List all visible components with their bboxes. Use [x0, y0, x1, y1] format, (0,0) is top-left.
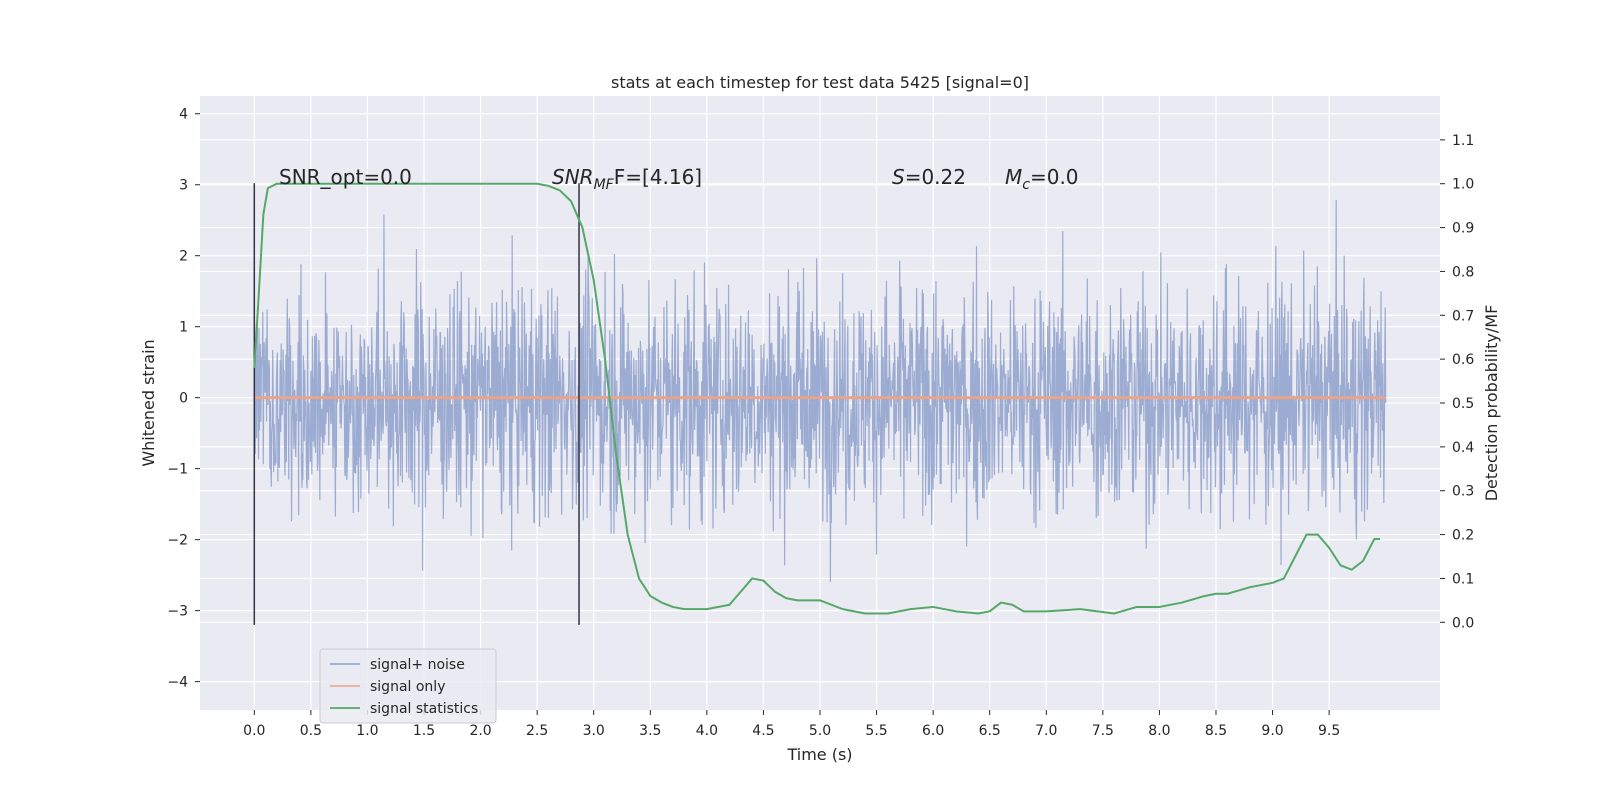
series-signal-noise-line — [253, 200, 1387, 583]
y2-tick-label: 0.1 — [1452, 571, 1474, 587]
y2-tick-label: 0.0 — [1452, 615, 1474, 631]
y2-tick-label: 0.5 — [1452, 396, 1474, 412]
y-tick-label: 4 — [179, 107, 188, 123]
x-tick-label: 7.0 — [1035, 723, 1057, 739]
x-tick-label: 6.0 — [922, 723, 944, 739]
y2-tick-label: 1.1 — [1452, 133, 1474, 149]
y-tick-label: 0 — [179, 391, 188, 407]
annotation-snr-opt: SNR_opt=0.0 — [279, 165, 412, 189]
x-axis-label: Time (s) — [786, 745, 852, 764]
mc-subscript: c — [1022, 177, 1030, 193]
chart-title: stats at each timestep for test data 542… — [611, 73, 1029, 92]
x-tick-label: 8.5 — [1205, 723, 1227, 739]
annotation-snr-mf: SNRMFF=[4.16] — [552, 165, 702, 193]
x-tick-label: 3.0 — [583, 723, 605, 739]
x-tick-label: 9.0 — [1261, 723, 1283, 739]
y-tick-label: 3 — [179, 178, 188, 194]
x-tick-label: 8.0 — [1148, 723, 1170, 739]
y-tick-label: 1 — [179, 320, 188, 336]
x-tick-label: 3.5 — [639, 723, 661, 739]
mc-value: =0.0 — [1030, 165, 1079, 189]
annotation-s: S=0.22 — [892, 165, 966, 189]
x-tick-label: 0.5 — [300, 723, 322, 739]
y2-tick-label: 0.6 — [1452, 352, 1474, 368]
x-tick-label: 1.0 — [356, 723, 378, 739]
y2-tick-label: 0.3 — [1452, 484, 1474, 500]
series-signal-statistics-line — [253, 182, 1381, 615]
y-tick-label: −1 — [167, 462, 188, 478]
legend-label-signal: signal only — [370, 679, 445, 695]
y2-ticks: 1.1 1.0 0.9 0.8 0.7 0.6 0.5 0.4 0.3 0.2 0.1 0.0 — [1440, 133, 1474, 631]
signal-statistics-trace — [253, 182, 1381, 615]
y-tick-label: 2 — [179, 249, 188, 265]
legend: signal+ noise signal only signal statist… — [319, 648, 497, 724]
y2-tick-label: 0.4 — [1452, 440, 1474, 456]
x-tick-label: 2.5 — [526, 723, 548, 739]
x-tick-label: 5.5 — [865, 723, 887, 739]
x-tick-label: 4.0 — [696, 723, 718, 739]
vertical-markers — [253, 183, 580, 625]
x-tick-label: 6.5 — [979, 723, 1001, 739]
snr-mf-symbol: SNR — [552, 165, 594, 189]
legend-label-noise: signal+ noise — [370, 657, 465, 673]
x-tick-label: 0.0 — [243, 723, 265, 739]
y-ticks: 4 3 2 1 0 −1 −2 −3 −4 — [167, 107, 200, 691]
y2-tick-label: 0.2 — [1452, 528, 1474, 544]
x-tick-label: 1.5 — [413, 723, 435, 739]
x-tick-label: 4.5 — [752, 723, 774, 739]
y2-tick-label: 0.8 — [1452, 264, 1474, 280]
snr-mf-subscript: MF — [594, 177, 615, 193]
signal-noise-trace — [253, 200, 1387, 583]
snr-mf-value: F=[4.16] — [614, 165, 702, 189]
legend-box — [319, 648, 497, 724]
y-tick-label: −3 — [167, 604, 188, 620]
mc-symbol: M — [1005, 165, 1022, 189]
x-tick-label: 7.5 — [1092, 723, 1114, 739]
y2-tick-label: 1.0 — [1452, 177, 1474, 193]
x-tick-label: 5.0 — [809, 723, 831, 739]
y-axis-label: Whitened strain — [139, 339, 158, 466]
x-tick-label: 9.5 — [1318, 723, 1340, 739]
y2-axis-label: Detection probability/MF — [1482, 305, 1501, 502]
annotation-mc: Mc=0.0 — [1005, 165, 1079, 193]
y2-tick-label: 0.9 — [1452, 221, 1474, 237]
legend-label-stats: signal statistics — [370, 701, 478, 717]
x-ticks: 0.0 0.5 1.0 1.5 2.0 2.5 3.0 3.5 4.0 4.5 5.0 5.5 6.0 6… — [243, 710, 1340, 739]
y-tick-label: −2 — [167, 533, 188, 549]
s-value: =0.22 — [905, 165, 966, 189]
y-tick-label: −4 — [167, 675, 188, 691]
x-tick-label: 2.0 — [469, 723, 491, 739]
s-symbol: S — [892, 165, 905, 189]
y2-tick-label: 0.7 — [1452, 308, 1474, 324]
